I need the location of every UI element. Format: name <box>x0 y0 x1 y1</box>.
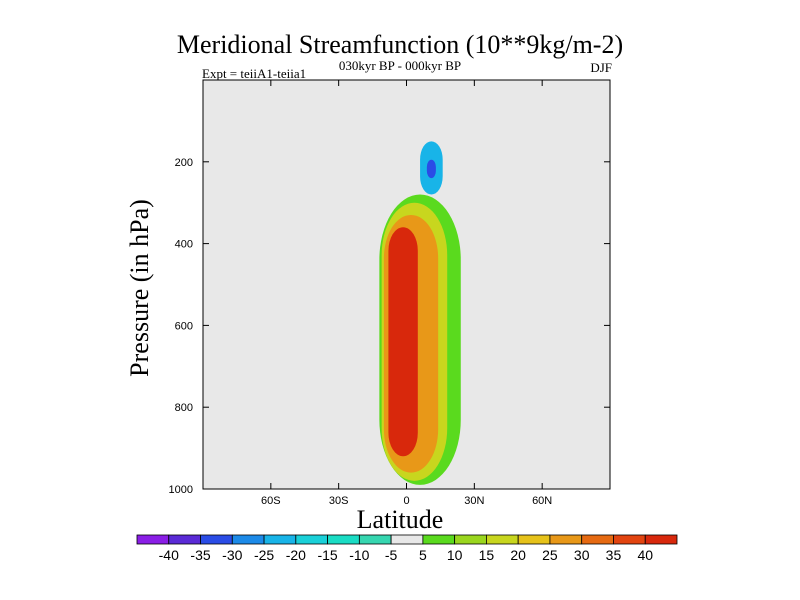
x-tick-label: 30N <box>464 495 484 507</box>
colorbar-swatch <box>517 534 551 545</box>
cell-sh-band-4 <box>284 104 298 432</box>
x-tick-label: 60S <box>261 495 281 507</box>
colorbar-swatch <box>231 534 265 545</box>
x-tick-label: 0 <box>403 495 409 507</box>
colorbar-swatch <box>486 534 519 545</box>
cell-sh-band-2 <box>221 104 235 367</box>
cell-nh-band-3 <box>537 104 552 375</box>
cell-nh-core <box>426 159 436 179</box>
colorbar-swatch <box>644 534 678 545</box>
colorbar-swatch <box>549 534 583 545</box>
colorbar-label: 10 <box>447 547 463 563</box>
hadley-core <box>388 227 418 457</box>
colorbar-swatch <box>168 534 201 545</box>
colorbar-swatch <box>422 534 456 545</box>
experiment-label: Expt = teiiA1-teiia1 <box>202 66 307 81</box>
colorbar-swatch <box>263 534 297 545</box>
colorbar-label: -25 <box>254 547 274 563</box>
colorbar-swatch <box>358 534 392 545</box>
colorbar-label: 35 <box>606 547 622 563</box>
colorbar-label: 40 <box>637 547 653 563</box>
cell-sh-band-3 <box>243 104 271 432</box>
colorbar-label: -40 <box>159 547 179 563</box>
cell-nh-band-1 <box>460 153 497 465</box>
colorbar-label: -20 <box>286 547 306 563</box>
colorbar-swatch <box>200 534 233 545</box>
colorbar-swatch <box>581 534 614 545</box>
season-label: DJF <box>590 60 612 75</box>
colorbar-swatch <box>295 534 328 545</box>
chart-title: Meridional Streamfunction (10**9kg/m-2) <box>176 30 624 59</box>
colorbar-label: 20 <box>510 547 526 563</box>
colorbar-label: -5 <box>385 547 398 563</box>
y-tick-label: 800 <box>175 402 193 414</box>
x-tick-label: 60N <box>532 495 552 507</box>
colorbar-label: 5 <box>419 547 427 563</box>
y-tick-label: 1000 <box>169 484 193 496</box>
colorbar-swatch <box>390 534 424 545</box>
colorbar-label: 25 <box>542 547 558 563</box>
colorbar-label: 30 <box>574 547 590 563</box>
colorbar-swatch <box>136 534 170 545</box>
colorbar-label: -10 <box>349 547 369 563</box>
y-tick-label: 200 <box>175 157 193 169</box>
x-axis-title: Latitude <box>356 505 444 534</box>
cell-nh-band-2 <box>510 104 529 449</box>
colorbar-label: -30 <box>222 547 242 563</box>
plot-area <box>202 79 611 490</box>
axes: 60S 30S 0 30N 60N 200 400 600 800 1000 <box>169 80 610 507</box>
colorbar-label: -15 <box>317 547 337 563</box>
colorbar: -40 -35 -30 -25 -20 -15 -10 -5 5 10 15 20 25 30 35 40 <box>136 534 678 563</box>
x-tick-label: 30S <box>329 495 349 507</box>
colorbar-swatch <box>327 534 360 545</box>
colorbar-label: -35 <box>190 547 210 563</box>
colorbar-swatch <box>613 534 646 545</box>
y-tick-label: 400 <box>175 239 193 251</box>
colorbar-swatch <box>454 534 487 545</box>
cell-sh-band-5 <box>311 251 326 420</box>
time-range-subtitle: 030kyr BP - 000kyr BP <box>338 58 462 73</box>
y-tick-label: 600 <box>175 320 193 332</box>
colorbar-label: 15 <box>479 547 495 563</box>
cell-sh-band-1 <box>207 104 222 359</box>
cell-sh-band-6 <box>347 235 357 432</box>
